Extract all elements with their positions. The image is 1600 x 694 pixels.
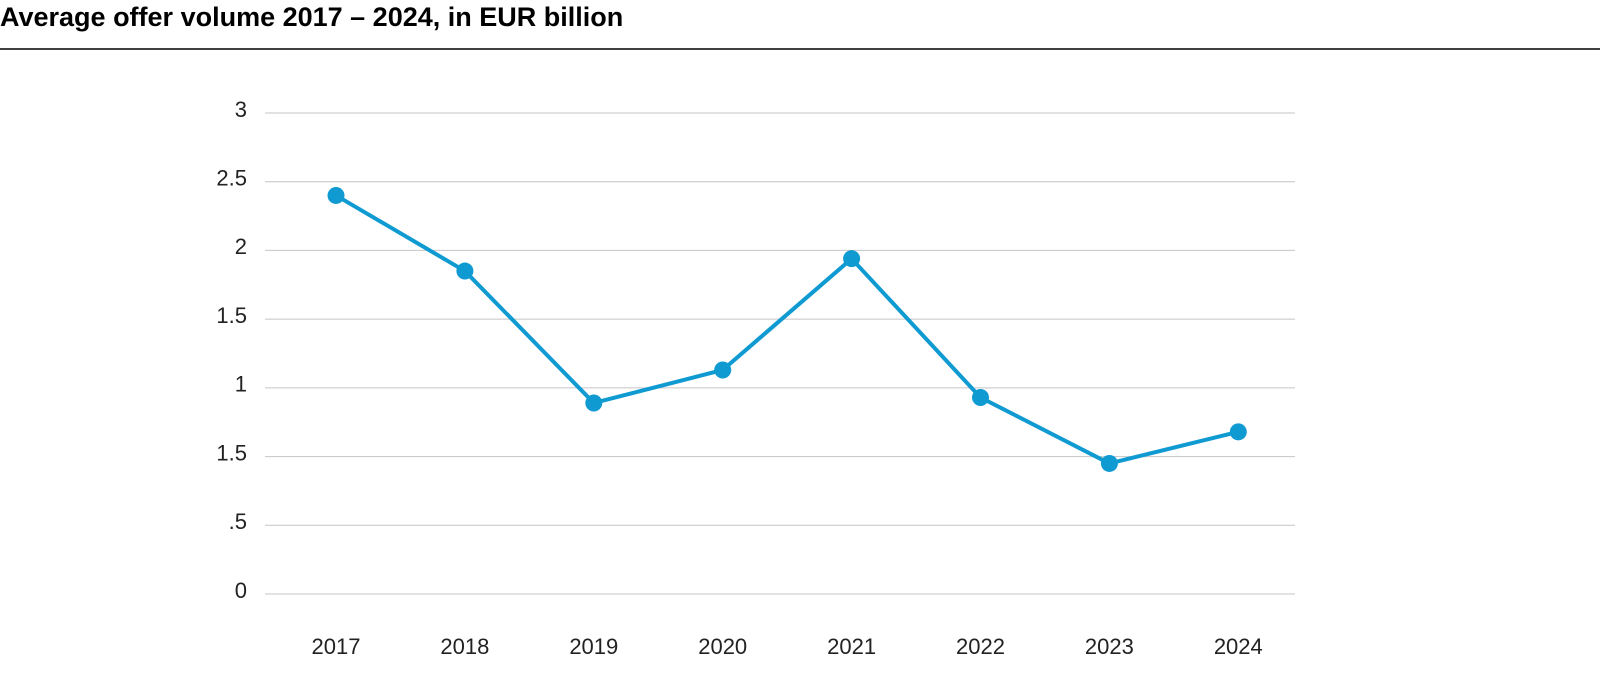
y-tick-label: 0 [235, 578, 247, 603]
x-tick-label: 2024 [1214, 634, 1263, 659]
data-point [972, 388, 989, 406]
data-point [714, 361, 732, 379]
series-line [334, 193, 1239, 466]
x-tick-label: 2022 [956, 634, 1005, 659]
x-tick-label: 2017 [312, 634, 361, 659]
x-tick-label: 2018 [440, 634, 489, 659]
data-point [585, 394, 603, 412]
y-tick-label: 2.5 [216, 166, 247, 191]
y-tick-label: 1 [235, 372, 247, 397]
data-point [327, 186, 345, 204]
data-point [1100, 454, 1118, 472]
y-tick-label: 1.5 [216, 303, 247, 328]
y-tick-label: 3 [235, 97, 247, 122]
y-tick-label: 1.5 [216, 440, 247, 465]
y-tick-label: .5 [229, 509, 247, 534]
data-point [1229, 423, 1247, 441]
x-tick-label: 2021 [827, 634, 876, 659]
x-tick-label: 2023 [1085, 634, 1134, 659]
chart-title: Average offer volume 2017 – 2024, in EUR… [0, 2, 623, 32]
data-point [456, 262, 474, 280]
y-tick-label: 2 [235, 234, 247, 259]
x-tick-label: 2020 [698, 634, 747, 659]
x-tick-label: 2019 [569, 634, 618, 659]
data-point [843, 250, 861, 268]
